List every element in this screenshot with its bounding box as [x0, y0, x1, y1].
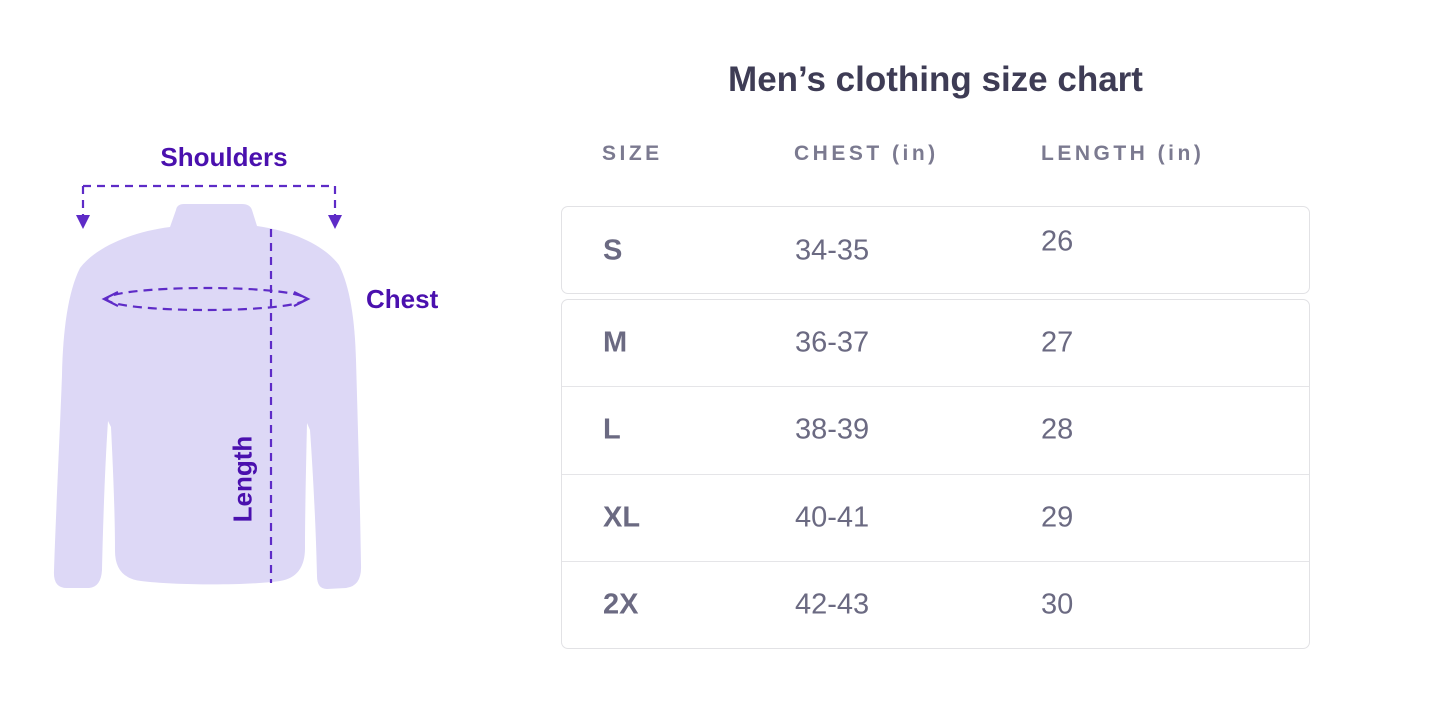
length-cell: 27	[1041, 326, 1074, 359]
table-header-row: SIZE CHEST (in) LENGTH (in)	[561, 142, 1310, 168]
table-row: L 38-39 28	[562, 386, 1309, 473]
chest-cell: 36-37	[795, 326, 870, 359]
shirt-measurement-diagram	[53, 184, 362, 589]
arrow-right-icon	[293, 291, 311, 307]
shoulders-measure-line	[76, 184, 342, 229]
table-card-rest: M 36-37 27 L 38-39 28 XL 40-41 29 2X 42-…	[561, 299, 1310, 649]
table-row: M 36-37 27	[562, 300, 1309, 386]
size-cell: S	[603, 234, 623, 266]
chest-cell: 40-41	[795, 501, 870, 534]
chest-measure-ellipse	[101, 286, 311, 312]
chest-cell: 34-35	[795, 234, 870, 266]
length-cell: 30	[1041, 588, 1074, 621]
arrow-left-icon	[101, 291, 119, 307]
shoulders-label: Shoulders	[160, 142, 288, 172]
size-chart-section: Men’s clothing size chart SIZE CHEST (in…	[561, 0, 1310, 725]
length-label: Length	[227, 435, 258, 523]
table-row: S 34-35 26	[562, 207, 1309, 294]
column-header-chest: CHEST (in)	[794, 142, 939, 165]
length-cell: 26	[1041, 225, 1074, 257]
chest-label: Chest	[366, 284, 439, 314]
page-title: Men’s clothing size chart	[728, 60, 1143, 99]
chest-cell: 38-39	[795, 413, 870, 446]
shirt-silhouette	[53, 204, 362, 589]
length-cell: 29	[1041, 501, 1074, 534]
size-cell: L	[603, 413, 621, 446]
table-row: 2X 42-43 30	[562, 560, 1309, 648]
arrow-down-icon	[76, 215, 90, 229]
table-row: XL 40-41 29	[562, 473, 1309, 561]
size-cell: M	[603, 326, 628, 359]
chest-cell: 42-43	[795, 588, 870, 621]
column-header-length: LENGTH (in)	[1041, 142, 1205, 165]
measurement-diagram-panel: Shoulders Chest Length	[0, 0, 520, 725]
size-cell: 2X	[603, 588, 639, 621]
column-header-size: SIZE	[602, 142, 663, 165]
length-cell: 28	[1041, 413, 1074, 446]
arrow-down-icon	[328, 215, 342, 229]
size-cell: XL	[603, 501, 641, 534]
table-card-first: S 34-35 26	[561, 206, 1310, 294]
